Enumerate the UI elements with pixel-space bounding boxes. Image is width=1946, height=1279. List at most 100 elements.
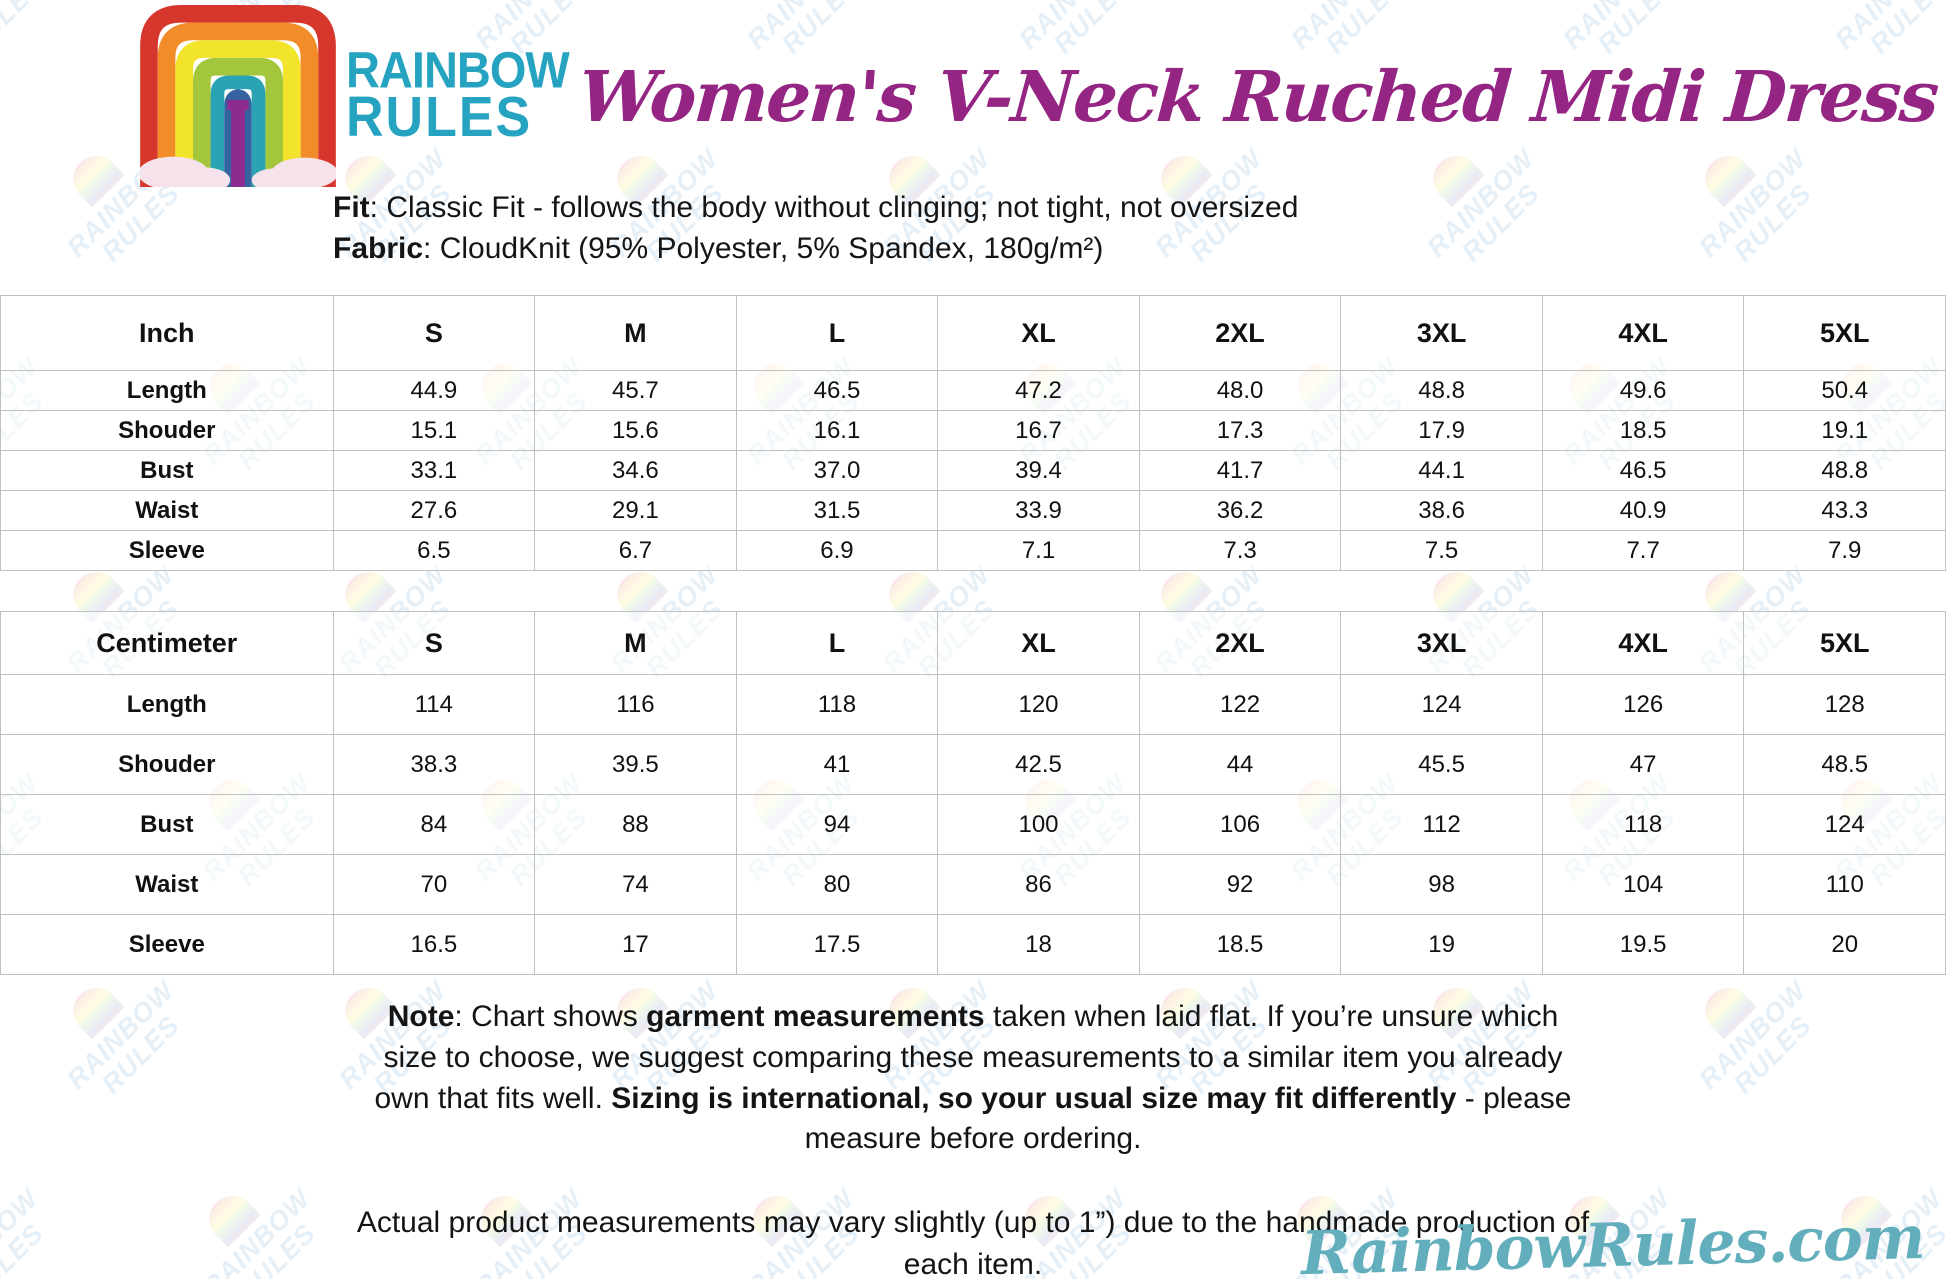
fabric-label: Fabric xyxy=(333,231,424,265)
table-row: Shouder 38.3 39.5 41 42.5 44 45.5 47 48.5 xyxy=(0,734,1946,795)
value-cell: 17.5 xyxy=(735,914,939,975)
note-bold-segment: Sizing is international, so your usual s… xyxy=(611,1081,1457,1115)
value-cell: 70 xyxy=(332,854,536,915)
note-bold-segment: garment measurements xyxy=(646,1000,985,1033)
value-cell: 80 xyxy=(735,854,939,915)
value-cell: 34.6 xyxy=(534,450,737,491)
value-cell: 17.3 xyxy=(1138,410,1342,451)
size-header: 2XL xyxy=(1138,611,1342,675)
value-cell: 36.2 xyxy=(1138,490,1342,531)
table-row: Waist 70 74 80 86 92 98 104 110 xyxy=(0,854,1946,915)
value-cell: 48.5 xyxy=(1743,734,1946,795)
value-cell: 44 xyxy=(1138,734,1342,795)
row-label: Bust xyxy=(0,450,334,491)
unit-header: Centimeter xyxy=(0,611,334,675)
table-row: Sleeve 6.5 6.7 6.9 7.1 7.3 7.5 7.7 7.9 xyxy=(0,530,1946,571)
size-header: 3XL xyxy=(1340,611,1543,675)
value-cell: 31.5 xyxy=(735,490,939,531)
value-cell: 45.5 xyxy=(1340,734,1543,795)
value-cell: 110 xyxy=(1743,854,1946,915)
size-header: M xyxy=(534,611,737,675)
note-segment: - please measure before ordering. xyxy=(804,1081,1572,1156)
size-header: L xyxy=(735,295,939,371)
value-cell: 46.5 xyxy=(735,370,939,411)
value-cell: 6.7 xyxy=(534,530,737,571)
size-header: S xyxy=(332,295,536,371)
value-cell: 18 xyxy=(937,914,1140,975)
note-segment: : Chart shows xyxy=(454,1000,647,1033)
value-cell: 88 xyxy=(534,794,737,855)
value-cell: 16.1 xyxy=(735,410,939,451)
table-gap xyxy=(0,571,1946,611)
value-cell: 37.0 xyxy=(735,450,939,491)
fabric-line: Fabric: CloudKnit (95% Polyester, 5% Spa… xyxy=(333,229,1946,270)
value-cell: 48.0 xyxy=(1138,370,1342,411)
value-cell: 118 xyxy=(1541,794,1745,855)
value-cell: 128 xyxy=(1743,674,1946,735)
fit-text: : Classic Fit - follows the body without… xyxy=(369,191,1299,224)
value-cell: 48.8 xyxy=(1340,370,1543,411)
value-cell: 18.5 xyxy=(1138,914,1342,975)
value-cell: 38.6 xyxy=(1340,490,1543,531)
value-cell: 38.3 xyxy=(332,734,536,795)
row-label: Sleeve xyxy=(0,530,334,571)
brand-logo: RAINBOW RULES xyxy=(140,5,570,187)
note-segment: taken when laid flat. If you’re unsure w… xyxy=(374,1000,1563,1115)
value-cell: 42.5 xyxy=(937,734,1140,795)
value-cell: 47.2 xyxy=(937,370,1140,411)
size-header: 3XL xyxy=(1340,295,1543,371)
value-cell: 17.9 xyxy=(1340,410,1543,451)
value-cell: 33.1 xyxy=(332,450,536,491)
value-cell: 15.6 xyxy=(534,410,737,451)
row-label: Sleeve xyxy=(0,914,334,975)
value-cell: 6.9 xyxy=(735,530,939,571)
rainbow-logo-icon xyxy=(140,5,336,187)
value-cell: 45.7 xyxy=(534,370,737,411)
value-cell: 124 xyxy=(1743,794,1946,855)
value-cell: 16.5 xyxy=(332,914,536,975)
centimeter-size-table: Centimeter S M L XL 2XL 3XL 4XL 5XL Length 114 116 1… xyxy=(0,611,1946,975)
value-cell: 86 xyxy=(937,854,1140,915)
value-cell: 7.3 xyxy=(1138,530,1342,571)
row-label: Shouder xyxy=(0,734,334,795)
size-header: 4XL xyxy=(1541,611,1745,675)
header-row: Inch S M L XL 2XL 3XL 4XL 5XL xyxy=(0,295,1946,371)
table-row: Bust 84 88 94 100 106 112 118 124 xyxy=(0,794,1946,855)
value-cell: 19.1 xyxy=(1743,410,1946,451)
table-row: Shouder 15.1 15.6 16.1 16.7 17.3 17.9 18.5 19.1 xyxy=(0,410,1946,451)
value-cell: 44.9 xyxy=(332,370,536,411)
value-cell: 17 xyxy=(534,914,737,975)
size-header: M xyxy=(534,295,737,371)
value-cell: 27.6 xyxy=(332,490,536,531)
value-cell: 41 xyxy=(735,734,939,795)
fabric-text: : CloudKnit (95% Polyester, 5% Spandex, … xyxy=(423,231,1104,265)
table-row: Length 44.9 45.7 46.5 47.2 48.0 48.8 49.6 50.4 xyxy=(0,370,1946,411)
value-cell: 92 xyxy=(1138,854,1342,915)
size-header: XL xyxy=(937,611,1140,675)
value-cell: 112 xyxy=(1340,794,1543,855)
row-label: Waist xyxy=(0,490,334,531)
value-cell: 33.9 xyxy=(937,490,1140,531)
value-cell: 29.1 xyxy=(534,490,737,531)
value-cell: 84 xyxy=(332,794,536,855)
page-header: RAINBOW RULES Women's V-Neck Ruched Midi… xyxy=(0,0,1946,187)
value-cell: 44.1 xyxy=(1340,450,1543,491)
value-cell: 122 xyxy=(1138,674,1342,735)
page-title: Women's V-Neck Ruched Midi Dress xyxy=(575,54,1940,138)
value-cell: 40.9 xyxy=(1541,490,1745,531)
value-cell: 104 xyxy=(1541,854,1745,915)
table-row: Length 114 116 118 120 122 124 126 128 xyxy=(0,674,1946,735)
value-cell: 120 xyxy=(937,674,1140,735)
fit-line: Fit: Classic Fit - follows the body with… xyxy=(333,188,1946,229)
value-cell: 19.5 xyxy=(1541,914,1745,975)
value-cell: 49.6 xyxy=(1541,370,1745,411)
value-cell: 50.4 xyxy=(1743,370,1946,411)
sizing-note: Note: Chart shows garment measurements t… xyxy=(363,997,1583,1160)
value-cell: 43.3 xyxy=(1743,490,1946,531)
value-cell: 116 xyxy=(534,674,737,735)
value-cell: 7.1 xyxy=(937,530,1140,571)
value-cell: 16.7 xyxy=(937,410,1140,451)
handmade-disclaimer: Actual product measurements may vary sli… xyxy=(356,1206,1590,1279)
brand-name-line1: RAINBOW xyxy=(346,41,570,99)
table-row: Waist 27.6 29.1 31.5 33.9 36.2 38.6 40.9 43.3 xyxy=(0,490,1946,531)
